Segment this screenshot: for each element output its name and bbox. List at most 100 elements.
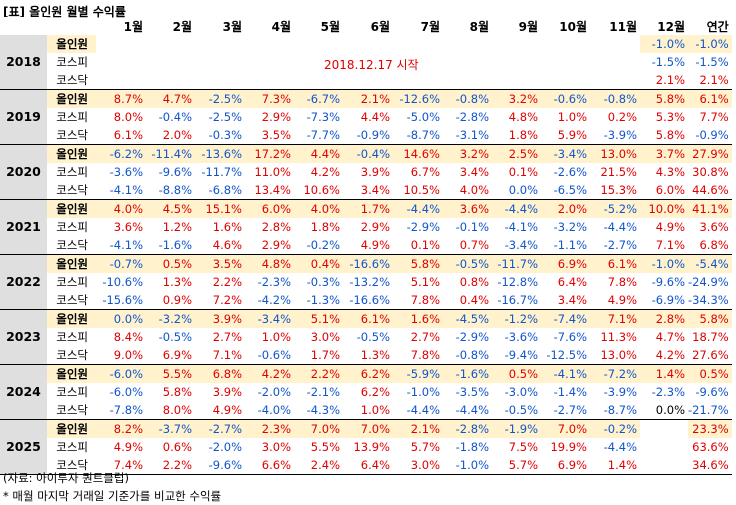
return-cell: 0.7% [443,236,492,255]
return-cell: 1.0% [557,110,587,124]
row-label: 올인원 [47,89,96,108]
return-cell: 6.1% [96,126,146,145]
row-label: 코스피 [56,275,88,289]
return-cell: -7.2% [590,364,640,383]
table-row: 2024 올인원 -6.0% 5.5% 6.8% 4.2% 2.2% 6.2% -5.9% -1.… [0,364,732,420]
table-row: 2021 올인원 4.0% 4.5% 15.1% 6.0% 4.0% 1.7% -4.4% 3.6… [0,199,732,255]
return-cell: -0.8% [443,346,492,365]
row-label: 코스피 [56,110,88,124]
return-cell: 6.0% [245,199,294,218]
return-cell: -6.0% [109,385,143,399]
table-title: [표] 올인원 월별 수익률 [3,5,126,19]
return-cell: 27.9% [688,144,732,163]
return-cell: 4.9% [195,401,245,420]
header-month: 4월 [271,19,291,34]
return-cell: 41.1% [688,199,732,218]
return-cell: 3.4% [541,291,590,310]
return-cell: 0.8% [459,275,489,289]
return-cell: 2.9% [360,220,390,234]
return-cell: 3.4% [459,165,489,179]
return-cell: -3.4% [245,309,294,328]
return-cell: 4.9% [655,220,685,234]
return-cell: 4.2% [245,364,294,383]
return-cell: -1.0% [406,385,440,399]
return-cell: 2.9% [245,236,294,255]
return-cell: -34.3% [688,291,732,310]
table-row: 2020 올인원 -6.2% -11.4% -13.6% 17.2% 4.4% -0.4% 14… [0,144,732,200]
header-month: 5월 [320,19,340,34]
row-label: 코스피 [56,440,88,454]
return-cell: 2.2% [146,456,195,475]
return-cell [443,35,492,53]
table-row: 코스피 4.9% 0.6% -2.0% 3.0% 5.5% 13.9% 5.7% -1.8% 7.… [0,438,732,456]
return-cell: -2.7% [541,401,590,420]
return-cell: 0.0% [96,309,146,328]
year-cell: 2020 [0,144,47,200]
return-cell [96,71,146,90]
table-row: 코스닥 9.0% 6.9% 7.1% -0.6% 1.7% 1.3% 7.8% -0.8% -9.… [0,346,732,365]
return-cell [294,71,343,90]
return-cell: 6.2% [360,385,390,399]
row-label: 코스피 [56,55,88,69]
return-cell: -1.5% [695,55,729,69]
return-cell: -9.4% [492,346,541,365]
return-cell: 5.8% [688,309,732,328]
return-cell [146,53,195,71]
return-cell: -4.4% [492,199,541,218]
return-cell: 4.9% [590,291,640,310]
return-cell: 6.4% [343,456,393,475]
return-cell [343,53,393,71]
return-cell: 1.7% [343,199,393,218]
return-cell: 2.0% [146,126,195,145]
row-label: 올인원 [47,419,96,438]
year-cell: 2019 [0,89,47,145]
return-cell [195,53,245,71]
return-cell [96,53,146,71]
return-cell: -2.3% [651,385,685,399]
return-cell: -7.7% [294,126,343,145]
return-cell [343,35,393,53]
return-cell: 4.4% [360,110,390,124]
return-cell: 3.6% [113,220,143,234]
return-cell: 0.1% [393,236,443,255]
return-cell: 63.6% [692,440,729,454]
return-cell: -1.5% [651,55,685,69]
return-cell: -3.9% [590,126,640,145]
return-cell: 2.7% [212,330,242,344]
return-cell: 4.4% [294,144,343,163]
return-cell: 5.9% [541,126,590,145]
table-row: 코스피 8.4% -0.5% 2.7% 1.0% 3.0% -0.5% 2.7% -2.9% -3… [0,328,732,346]
return-cell: 5.8% [393,254,443,273]
return-cell [393,35,443,53]
table-row: 코스닥 -4.1% -1.6% 4.6% 2.9% -0.2% 4.9% 0.1% 0.7% -3… [0,236,732,255]
return-cell: -1.6% [146,236,195,255]
return-cell: -0.8% [590,89,640,108]
return-cell: -0.9% [688,126,732,145]
return-cell: -5.2% [590,199,640,218]
return-cell [146,35,195,53]
return-cell: -3.4% [541,144,590,163]
return-cell: 21.5% [600,165,637,179]
return-cell: 30.8% [692,165,729,179]
return-cell: 7.8% [393,346,443,365]
return-cell: -6.9% [640,291,688,310]
return-cell: -0.6% [541,89,590,108]
return-cell: -3.4% [492,236,541,255]
return-cell: 0.5% [492,364,541,383]
return-cell [443,53,492,71]
return-cell: -1.8% [455,440,489,454]
return-cell: -4.4% [603,440,637,454]
row-label: 코스닥 [47,236,96,255]
return-cell: 2.2% [294,364,343,383]
row-label: 코스닥 [47,456,96,475]
return-cell: -0.2% [590,419,640,438]
return-cell: -1.0% [640,35,688,53]
return-cell: 7.1% [640,236,688,255]
year-cell: 2024 [0,364,47,420]
footnote: * 매월 마지막 거래일 기준가를 비교한 수익률 [3,489,222,503]
return-cell: -6.8% [195,181,245,200]
table-row: 코스닥 -7.8% 8.0% 4.9% -4.0% -4.3% 1.0% -4.4% -4.4%… [0,401,732,420]
return-cell: 2.0% [541,199,590,218]
return-cell: -2.5% [208,110,242,124]
return-cell [492,71,541,90]
